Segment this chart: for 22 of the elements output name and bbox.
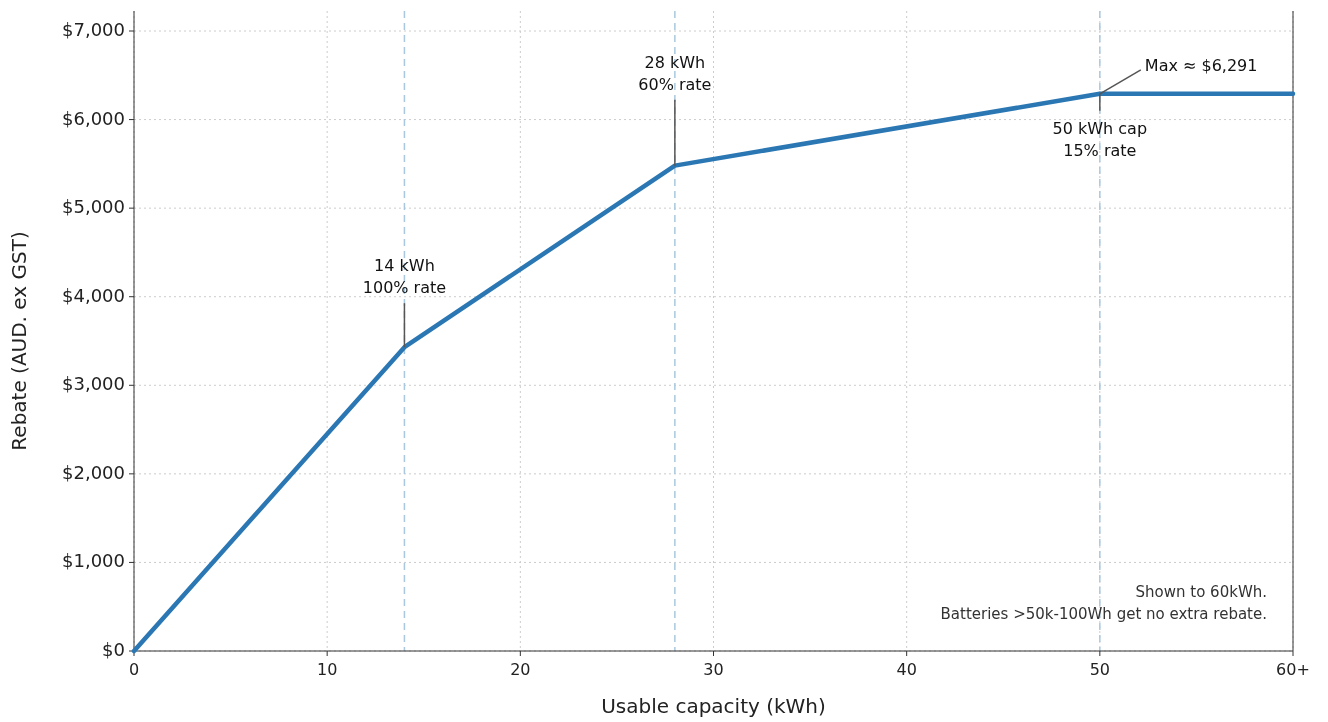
y-tick-label: $7,000 [62, 19, 125, 40]
x-tick-label: 20 [510, 660, 531, 679]
y-tick-label: $3,000 [62, 373, 125, 395]
x-tick-label: 40 [896, 660, 917, 679]
y-tick-label: $1,000 [62, 550, 125, 572]
x-tick-label: 10 [316, 660, 338, 679]
x-tick-label: 0 [128, 660, 140, 679]
annotation: 28 kWh 60% rate [638, 52, 712, 94]
x-axis-title: Usable capacity (kWh) [601, 694, 826, 718]
annotation: 50 kWh cap 15% rate [1052, 118, 1148, 160]
y-tick-label: $2,000 [62, 461, 125, 483]
annotation: Shown to 60kWh. Batteries >50k-100Wh get no extra rebate. [940, 583, 1267, 623]
annotation: Max ≈ $6,291 [1144, 55, 1258, 75]
y-tick-label: $5,000 [62, 196, 125, 218]
x-tick-label: 50 [1089, 660, 1111, 679]
annotation: 14 kWh 100% rate [362, 255, 447, 297]
y-tick-label: $4,000 [62, 284, 125, 306]
x-tick-label: 60+ [1276, 660, 1310, 679]
y-tick-label: $0 [102, 639, 125, 660]
x-tick-label: 30 [703, 660, 724, 679]
y-axis-title: Rebate (AUD. ex GST) [7, 231, 31, 451]
y-tick-label: $6,000 [62, 107, 125, 129]
